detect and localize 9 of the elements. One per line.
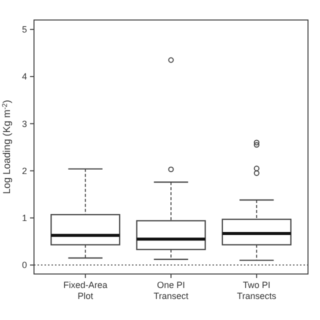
y-tick-label: 3 <box>22 118 27 129</box>
x-tick-label: Fixed-Area Plot <box>63 280 108 301</box>
y-tick-label: 4 <box>22 72 27 82</box>
y-tick-label: 0 <box>22 260 27 270</box>
y-tick-label: 1 <box>22 213 27 224</box>
x-tick-label: One PI Transect <box>154 280 189 301</box>
y-tick-label: 5 <box>22 24 27 35</box>
y-tick-label: 2 <box>22 166 27 176</box>
x-tick-label: Two PI Transects <box>237 280 277 301</box>
